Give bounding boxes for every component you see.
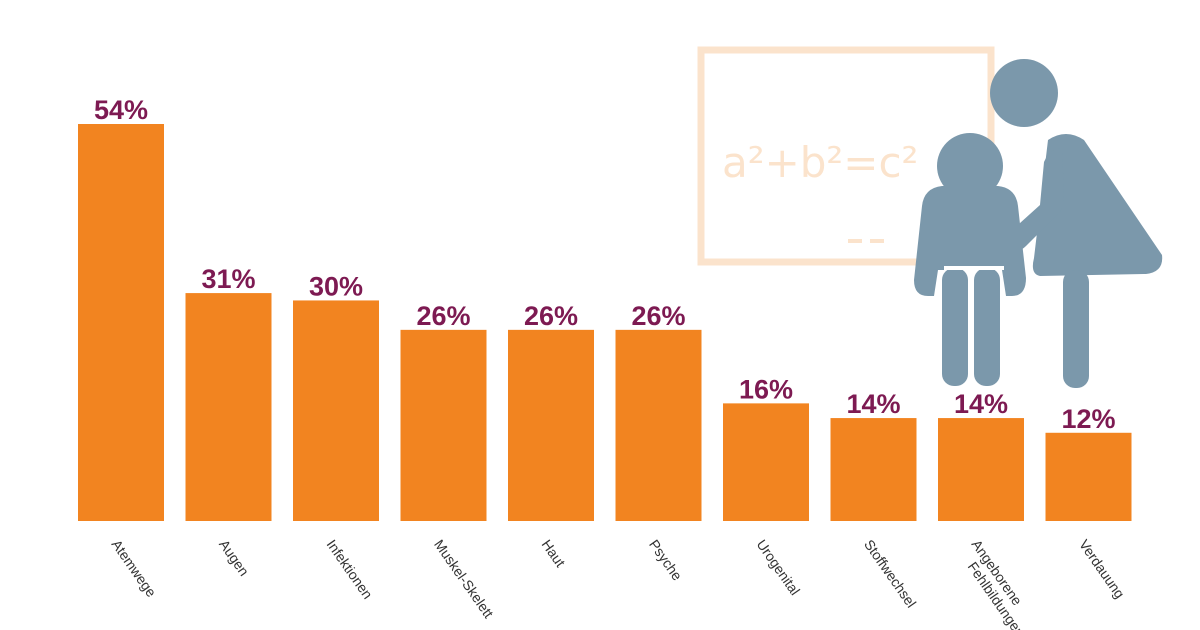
bar-value-label: 30% bbox=[309, 271, 363, 301]
board-formula: a²+b²=c² bbox=[722, 138, 918, 187]
bar-value-label: 26% bbox=[631, 301, 685, 331]
bar-value-label: 26% bbox=[524, 301, 578, 331]
bar bbox=[723, 403, 809, 521]
bar-value-label: 54% bbox=[94, 95, 148, 125]
classroom-illustration: a²+b²=c² bbox=[697, 46, 1163, 388]
chalkboard-icon: a²+b²=c² bbox=[697, 46, 995, 266]
bar-value-label: 16% bbox=[739, 374, 793, 404]
bar-value-label: 14% bbox=[846, 389, 900, 419]
category-label: Haut bbox=[539, 537, 569, 570]
bar bbox=[1045, 432, 1132, 521]
bar bbox=[293, 300, 379, 521]
bar bbox=[78, 124, 164, 521]
bar bbox=[185, 293, 272, 521]
category-label: Stoffwechsel bbox=[861, 537, 919, 611]
category-label: Verdauung bbox=[1076, 537, 1128, 602]
bar bbox=[830, 418, 917, 521]
category-label: Atemwege bbox=[109, 537, 160, 601]
bar bbox=[400, 329, 487, 521]
category-label: Urogenital bbox=[754, 537, 804, 598]
bar-value-label: 12% bbox=[1061, 404, 1115, 434]
category-label: AngeboreneFehlbildungen bbox=[955, 537, 1041, 630]
bar bbox=[938, 418, 1024, 521]
child-icon bbox=[914, 133, 1026, 386]
bar-value-label: 26% bbox=[416, 301, 470, 331]
category-label: Muskel-Skelett bbox=[431, 537, 497, 621]
bar-value-label: 14% bbox=[954, 389, 1008, 419]
category-label: Psyche bbox=[646, 537, 686, 584]
bar bbox=[508, 329, 594, 521]
bar-value-label: 31% bbox=[201, 264, 255, 294]
category-label: Augen bbox=[216, 537, 252, 579]
bar bbox=[615, 329, 702, 521]
category-label: Infektionen bbox=[324, 537, 376, 602]
